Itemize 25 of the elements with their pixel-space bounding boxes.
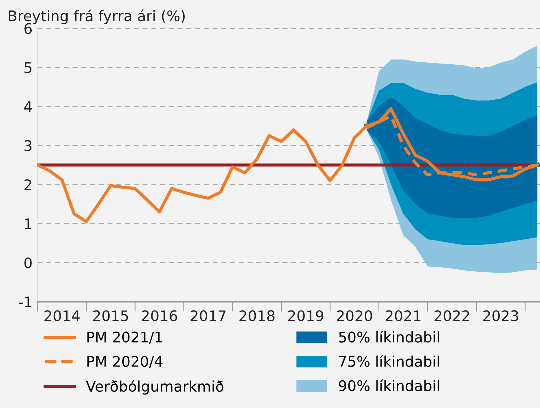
x-tick-label: 2015 bbox=[93, 310, 128, 322]
x-tick-label: 2022 bbox=[434, 310, 470, 322]
legend-label: PM 2020/4 bbox=[88, 356, 163, 368]
legend-label: PM 2021/1 bbox=[88, 332, 162, 344]
y-tick-label: -1 bbox=[19, 296, 32, 308]
x-tick-label: 2020 bbox=[337, 310, 372, 322]
x-tick-label: 2018 bbox=[240, 310, 275, 322]
y-tick-label: 5 bbox=[24, 62, 32, 74]
legend-label: 90% líkindabil bbox=[339, 380, 440, 392]
y-tick-label: 6 bbox=[24, 23, 32, 34]
y-tick-label: 4 bbox=[24, 102, 32, 112]
x-tick-label: 2017 bbox=[190, 310, 226, 322]
y-tick-label: 0 bbox=[24, 258, 32, 269]
y-tick-label: 3 bbox=[24, 140, 32, 152]
x-tick-label: 2019 bbox=[288, 310, 324, 322]
y-tick-label: 1 bbox=[25, 218, 32, 230]
y-tick-label: 2 bbox=[24, 179, 32, 190]
legend-label: 50% líkindabil bbox=[339, 330, 440, 343]
x-tick-label: 2021 bbox=[386, 310, 421, 322]
x-tick-label: 2023 bbox=[484, 310, 518, 322]
x-tick-label: 2014 bbox=[44, 310, 80, 322]
legend-label: Verðbólgumarkmið bbox=[86, 380, 224, 395]
legend-label: 75% líkindabil bbox=[339, 355, 440, 368]
y-axis-title: Breyting frá fyrra ári (%) bbox=[9, 10, 185, 24]
x-tick-label: 2016 bbox=[142, 310, 178, 322]
